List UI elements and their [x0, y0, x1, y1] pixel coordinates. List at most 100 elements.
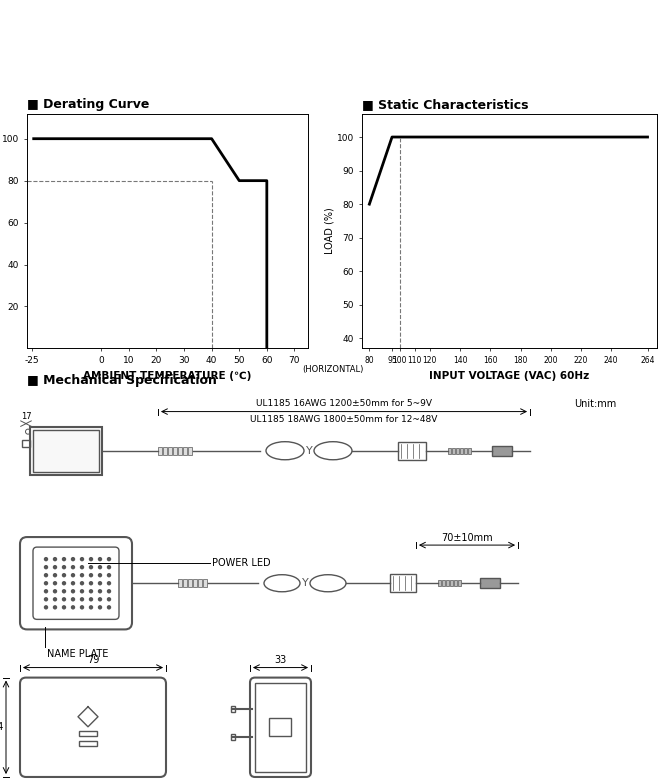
Circle shape [53, 589, 57, 594]
Bar [480, 578, 500, 588]
Circle shape [107, 565, 111, 569]
Circle shape [62, 597, 66, 601]
Bar [452, 448, 455, 453]
Circle shape [53, 581, 57, 586]
Bar [193, 579, 197, 587]
Bar [398, 442, 426, 460]
Text: NAME PLATE: NAME PLATE [47, 649, 109, 659]
Y-axis label: LOAD (%): LOAD (%) [324, 207, 334, 254]
Bar [30, 427, 102, 474]
Circle shape [62, 589, 66, 594]
Circle shape [89, 557, 93, 561]
Circle shape [53, 605, 57, 609]
Circle shape [98, 597, 103, 601]
Bar [390, 574, 416, 592]
Circle shape [44, 565, 48, 569]
Bar [79, 731, 97, 736]
Circle shape [80, 557, 84, 561]
Circle shape [98, 581, 103, 586]
Bar [188, 579, 192, 587]
Text: UL1185 18AWG 1800±50mm for 12~48V: UL1185 18AWG 1800±50mm for 12~48V [251, 414, 438, 424]
Bar [468, 448, 471, 453]
Text: UL1185 16AWG 1200±50mm for 5~9V: UL1185 16AWG 1200±50mm for 5~9V [256, 399, 432, 408]
Circle shape [53, 597, 57, 601]
Circle shape [89, 573, 93, 577]
Text: 33: 33 [274, 655, 286, 665]
Circle shape [80, 581, 84, 586]
Circle shape [62, 557, 66, 561]
Circle shape [71, 557, 75, 561]
Circle shape [44, 597, 48, 601]
Circle shape [62, 581, 66, 586]
Bar [456, 448, 459, 453]
Circle shape [71, 573, 75, 577]
Bar [460, 448, 463, 453]
Circle shape [98, 605, 103, 609]
Circle shape [89, 605, 93, 609]
Circle shape [80, 573, 84, 577]
Text: ■ Derating Curve: ■ Derating Curve [27, 98, 149, 111]
Circle shape [44, 605, 48, 609]
Circle shape [107, 573, 111, 577]
Circle shape [71, 565, 75, 569]
Circle shape [80, 605, 84, 609]
Circle shape [107, 557, 111, 561]
Circle shape [62, 605, 66, 609]
Circle shape [107, 581, 111, 586]
Circle shape [44, 573, 48, 577]
Circle shape [44, 557, 48, 561]
Bar [438, 580, 441, 586]
Bar [458, 580, 461, 586]
Bar [448, 448, 451, 453]
Bar [22, 440, 30, 447]
Bar [158, 447, 162, 455]
Bar [178, 579, 182, 587]
Circle shape [107, 589, 111, 594]
Bar [183, 447, 187, 455]
Circle shape [53, 573, 57, 577]
Bar [255, 683, 306, 772]
Bar [33, 430, 99, 472]
Bar [231, 705, 235, 712]
Circle shape [98, 557, 103, 561]
Circle shape [62, 573, 66, 577]
Circle shape [62, 565, 66, 569]
Bar [442, 580, 445, 586]
Bar [203, 579, 207, 587]
Text: (HORIZONTAL): (HORIZONTAL) [303, 365, 364, 374]
Circle shape [71, 581, 75, 586]
Circle shape [80, 597, 84, 601]
Circle shape [107, 605, 111, 609]
Bar [173, 447, 177, 455]
Text: Unit:mm: Unit:mm [574, 399, 616, 410]
Circle shape [89, 597, 93, 601]
X-axis label: INPUT VOLTAGE (VAC) 60Hz: INPUT VOLTAGE (VAC) 60Hz [429, 370, 590, 381]
Circle shape [80, 589, 84, 594]
Bar [188, 447, 192, 455]
Circle shape [71, 589, 75, 594]
Circle shape [89, 581, 93, 586]
Circle shape [53, 565, 57, 569]
Circle shape [89, 589, 93, 594]
Circle shape [98, 589, 103, 594]
Bar [492, 446, 512, 456]
Text: 79: 79 [87, 655, 99, 665]
X-axis label: AMBIENT TEMPERATURE (℃): AMBIENT TEMPERATURE (℃) [83, 370, 252, 381]
Text: 54: 54 [0, 722, 4, 732]
Text: ■ Mechanical Specification: ■ Mechanical Specification [27, 374, 216, 388]
Circle shape [98, 565, 103, 569]
Text: Y: Y [302, 578, 308, 588]
Bar [198, 579, 202, 587]
Bar [446, 580, 449, 586]
Circle shape [71, 605, 75, 609]
Circle shape [44, 581, 48, 586]
Bar [231, 734, 235, 740]
Bar [464, 448, 467, 453]
Circle shape [89, 565, 93, 569]
Bar [450, 580, 453, 586]
Circle shape [98, 573, 103, 577]
Circle shape [107, 597, 111, 601]
Circle shape [53, 557, 57, 561]
Text: ■ Static Characteristics: ■ Static Characteristics [362, 98, 529, 111]
Bar [168, 447, 172, 455]
